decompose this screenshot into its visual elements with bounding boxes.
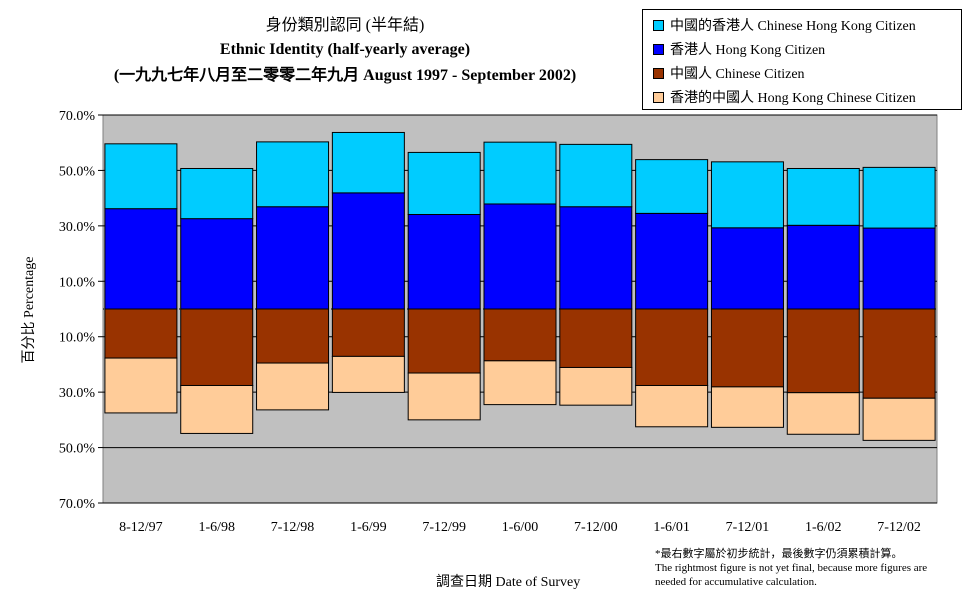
x-axis-label: 調查日期 Date of Survey: [280, 571, 880, 591]
legend-item-chinese: 中國人 Chinese Citizen: [653, 63, 805, 83]
y-tick-label: 10.0%: [59, 275, 96, 290]
legend-swatch: [653, 67, 664, 79]
bar-segment: [635, 384, 709, 428]
bar-segment: [862, 397, 936, 441]
bar-segment: [786, 392, 860, 435]
y-tick-label: 70.0%: [59, 109, 96, 124]
bar-segment: [862, 227, 936, 310]
bar-segment: [331, 192, 405, 310]
bar-segment: [483, 360, 557, 406]
x-tick-label: 7-12/02: [877, 520, 921, 535]
bar-segment: [180, 218, 254, 310]
bar-segment: [559, 366, 633, 406]
bar-segment: [862, 166, 936, 229]
bar-segment: [559, 308, 633, 368]
bar-segment: [104, 143, 178, 210]
legend-label: 中國人 Chinese Citizen: [670, 67, 805, 82]
bar-segment: [180, 384, 254, 434]
bar-segment: [180, 308, 254, 386]
bar-segment: [104, 357, 178, 414]
y-tick-label: 10.0%: [59, 331, 96, 346]
bar-segment: [256, 206, 330, 310]
bar-segment: [256, 308, 330, 364]
y-axis-label: 百分比 Percentage: [22, 256, 37, 364]
bar-segment: [331, 355, 405, 393]
legend-item-hk: 香港人 Hong Kong Citizen: [653, 39, 825, 59]
bar-segment: [331, 308, 405, 357]
chart-title-en: Ethnic Identity (half-yearly average): [219, 41, 471, 58]
chart-title-zh: 身份類別認同 (半年結): [265, 17, 425, 34]
x-tick-label: 1-6/98: [198, 520, 235, 535]
bar-segment: [407, 151, 481, 215]
x-tick-label: 1-6/01: [653, 520, 690, 535]
bar-segment: [104, 208, 178, 310]
bar-segment: [407, 372, 481, 421]
bar-segment: [331, 131, 405, 194]
bar-segment: [710, 386, 784, 428]
bar-segment: [256, 362, 330, 411]
legend-label: 香港的中國人 Hong Kong Chinese Citizen: [670, 91, 916, 106]
footnote-zh: *最右數字屬於初步統計，最後數字仍須累積計算。: [655, 548, 903, 560]
x-axis-label-text: 調查日期 Date of Survey: [436, 575, 581, 590]
bar-segment: [407, 213, 481, 310]
bar-segment: [256, 141, 330, 208]
y-tick-label: 50.0%: [59, 164, 96, 179]
bar-segment: [483, 141, 557, 205]
footnote-en-2: needed for accumulative calculation.: [655, 576, 817, 588]
legend: 中國的香港人 Chinese Hong Kong Citizen 香港人 Hon…: [642, 9, 962, 110]
legend-swatch: [653, 91, 664, 103]
y-tick-label: 30.0%: [59, 386, 96, 401]
x-tick-label: 1-6/02: [805, 520, 842, 535]
bar-segment: [180, 167, 254, 220]
x-tick-label: 8-12/97: [119, 520, 163, 535]
bar-segment: [786, 224, 860, 310]
bar-segment: [635, 308, 709, 386]
bar-segment: [710, 227, 784, 310]
legend-label: 中國的香港人 Chinese Hong Kong Citizen: [670, 19, 916, 34]
x-tick-label: 1-6/99: [350, 520, 387, 535]
bar-segment: [407, 308, 481, 374]
legend-swatch: [653, 43, 664, 55]
x-tick-label: 7-12/98: [271, 520, 315, 535]
bar-segment: [786, 167, 860, 226]
bar-segment: [862, 308, 936, 399]
y-tick-label: 50.0%: [59, 442, 96, 457]
bar-segment: [635, 212, 709, 310]
x-tick-label: 7-12/99: [422, 520, 466, 535]
legend-item-chinese-hk: 中國的香港人 Chinese Hong Kong Citizen: [653, 15, 916, 35]
legend-swatch: [653, 19, 664, 31]
bar-segment: [710, 161, 784, 229]
footnote: *最右數字屬於初步統計，最後數字仍須累積計算。 The rightmost fi…: [655, 547, 927, 589]
bar-segment: [559, 143, 633, 208]
legend-label: 香港人 Hong Kong Citizen: [670, 43, 826, 58]
bar-segment: [786, 308, 860, 394]
bar-segment: [104, 308, 178, 359]
x-tick-label: 1-6/00: [502, 520, 539, 535]
bar-segment: [559, 206, 633, 310]
footnote-en-1: The rightmost figure is not yet final, b…: [655, 562, 928, 574]
bar-segment: [635, 159, 709, 214]
bar-segment: [710, 308, 784, 388]
bar-segment: [483, 203, 557, 310]
x-tick-label: 7-12/01: [726, 520, 770, 535]
bar-segment: [483, 308, 557, 362]
legend-item-hk-chinese: 香港的中國人 Hong Kong Chinese Citizen: [653, 87, 916, 107]
chart-period: (一九九七年八月至二零零二年九月 August 1997 - September…: [113, 67, 577, 84]
y-tick-label: 30.0%: [59, 220, 96, 235]
x-tick-label: 7-12/00: [574, 520, 618, 535]
y-tick-label: 70.0%: [59, 497, 96, 512]
